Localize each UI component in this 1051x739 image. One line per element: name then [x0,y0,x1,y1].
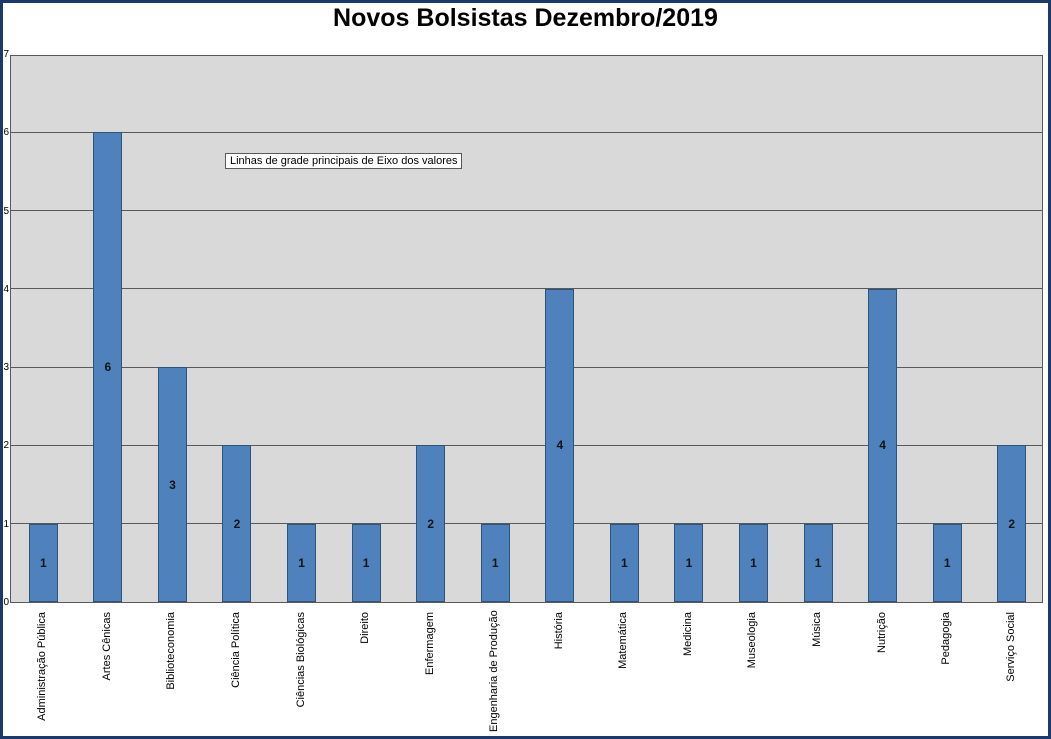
plot-area[interactable]: 1 6 3 2 1 1 2 1 4 1 1 1 1 4 1 2 [10,55,1043,603]
gridline [11,366,1042,368]
bar-value-label: 1 [814,555,822,570]
bar[interactable]: 1 [738,523,768,602]
y-axis-tick-label: 2 [3,440,9,452]
y-axis-tick-label: 0 [3,597,9,608]
bar[interactable]: 2 [416,445,446,602]
x-axis-category-label: Matemática [617,612,630,669]
y-axis-tick-label: 7 [3,49,9,60]
x-axis-category-label: Serviço Social [1004,612,1017,682]
bar-value-label: 1 [362,555,370,570]
bar-value-label: 2 [233,516,241,531]
bar-value-label: 2 [1008,516,1016,531]
gridline [11,131,1042,133]
x-axis-category-label: Ciência Política [229,612,242,688]
x-axis-category-label: Medicina [681,612,694,657]
x-axis-category-label: Enfermagem [423,612,436,675]
x-axis-category-label: Museologia [746,612,759,669]
gridline [11,288,1042,290]
x-axis-category-label: Pedagogia [940,612,953,665]
bar[interactable]: 1 [480,523,510,602]
bar-value-label: 6 [104,360,112,375]
x-axis-category-label: Nutrição [875,612,888,653]
y-axis-tick-label: 1 [3,518,9,530]
bar[interactable]: 4 [545,288,575,602]
gridline [11,444,1042,446]
bar-value-label: 4 [556,438,564,453]
y-axis-tick-label: 3 [3,362,9,374]
bar-value-label: 1 [491,555,499,570]
x-axis-category-label: Direito [359,612,372,644]
bar-value-label: 3 [169,477,176,492]
bar[interactable]: 1 [287,523,317,602]
bar[interactable]: 1 [803,523,833,602]
bar[interactable]: 4 [868,288,898,602]
y-axis-tick-label: 5 [3,205,9,217]
bar-value-label: 1 [750,555,757,570]
bar[interactable]: 1 [609,523,639,602]
chart-title[interactable]: Novos Bolsistas Dezembro/2019 [333,4,718,32]
bar[interactable]: 1 [932,523,962,602]
bar-value-label: 1 [298,555,305,570]
gridline [11,523,1042,525]
y-axis-tick-label: 4 [3,283,9,295]
x-axis-category-label: História [552,612,565,650]
bar[interactable]: 3 [157,367,187,602]
bar-value-label: 2 [427,516,434,531]
bar[interactable]: 2 [222,445,252,602]
y-axis-tick-label: 6 [3,127,9,139]
gridlines-tooltip: Linhas de grade principais de Eixo dos v… [225,153,463,169]
bar-value-label: 1 [39,555,47,570]
bar-value-label: 1 [621,555,628,570]
x-axis-category-label: Artes Cênicas [100,612,113,681]
x-axis-category-label: Biblioteconomia [165,612,178,690]
x-axis-category-label: Ciências Biológicas [294,612,307,708]
bar-value-label: 4 [879,438,886,453]
gridline [11,210,1042,212]
bar[interactable]: 1 [674,523,704,602]
bar[interactable]: 1 [28,523,58,602]
x-axis-category-label: Engenharia de Produção [488,610,501,732]
x-axis-category-label: Administração Pública [36,612,49,721]
bar[interactable]: 6 [93,132,123,602]
bar[interactable]: 1 [351,523,381,602]
bar-value-label: 1 [943,555,951,570]
bar-value-label: 1 [685,555,693,570]
x-axis-category-label: Música [811,612,824,647]
bar[interactable]: 2 [997,445,1027,602]
